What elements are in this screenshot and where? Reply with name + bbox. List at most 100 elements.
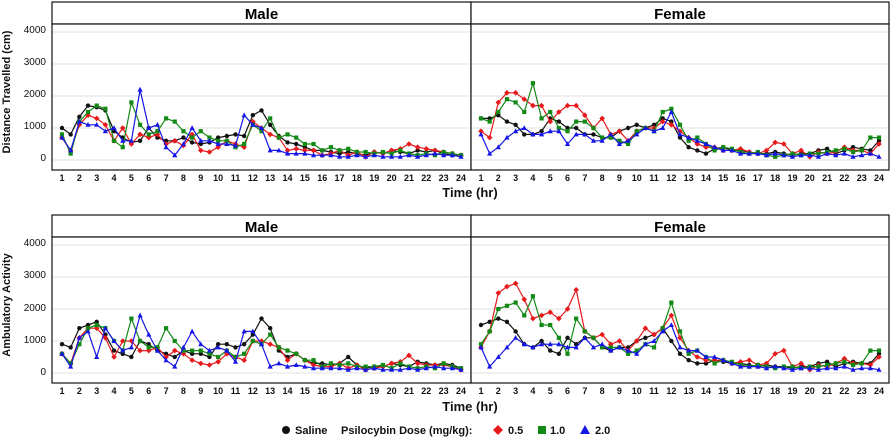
data-point [651,128,657,134]
legend-square-marker [538,426,546,434]
data-point [380,367,386,372]
data-point [216,138,221,143]
data-point [772,139,778,146]
data-point [320,361,325,366]
data-point [746,363,752,369]
data-point [721,145,726,150]
data-point [388,147,395,154]
data-point [181,348,186,353]
x-tick-label: 20 [387,386,397,396]
data-point [111,125,117,130]
data-point [660,116,665,121]
data-point [146,331,152,337]
x-tick-label: 19 [787,173,797,183]
data-point [137,86,143,92]
data-point [163,354,169,360]
data-point [659,118,666,125]
data-point [293,141,299,147]
data-point [284,363,291,369]
data-point [414,144,421,150]
legend-saline-marker [282,426,290,434]
data-point [276,147,282,153]
data-point [215,359,221,365]
data-point [363,149,368,155]
data-point [867,150,873,156]
data-point [111,354,117,360]
data-point [241,328,247,334]
data-point [504,303,510,308]
data-point [215,141,221,146]
x-tick-label: 16 [317,386,327,396]
x-axis-title-row2: Time (hr) [442,399,497,414]
data-point [189,131,195,138]
data-point [677,335,683,341]
data-point [634,122,639,128]
data-point [206,149,213,155]
data-point [415,154,421,159]
data-point [206,347,213,353]
legend-item-label: 0.5 [508,425,523,437]
data-point [146,345,151,350]
data-point [686,358,691,363]
data-point [625,125,631,131]
x-tick-label: 23 [857,386,867,396]
data-point [302,150,308,156]
x-tick-label: 22 [421,386,431,396]
data-point [189,357,195,363]
x-tick-label: 6 [565,173,570,183]
x-tick-label: 22 [839,173,849,183]
data-point [642,125,648,130]
data-point [789,367,796,372]
data-point [93,115,100,122]
x-tick-label: 15 [300,173,310,183]
data-point [137,138,143,143]
data-point [850,362,856,368]
data-point [337,362,342,368]
data-point [590,138,597,143]
data-point [625,141,631,147]
x-tick-label: 6 [146,386,151,396]
data-point [294,351,299,356]
data-point [320,148,325,153]
data-point [354,152,360,158]
data-point [859,152,865,158]
data-point [513,122,518,128]
y-tick-label: 1000 [24,335,47,346]
data-point [181,129,186,134]
data-point [267,363,273,369]
data-point [224,133,230,139]
data-point [102,335,109,341]
data-point [695,135,700,140]
data-point [686,347,692,353]
data-point [513,300,518,305]
data-point [432,147,438,154]
data-point [259,108,264,113]
data-point [763,147,770,154]
data-point [538,312,545,319]
x-tick-label: 6 [146,173,151,183]
x-tick-label: 11 [649,173,659,183]
data-point [389,154,395,159]
data-point [137,312,143,318]
data-point [478,131,484,137]
x-tick-label: 16 [317,173,327,183]
data-point [625,347,631,353]
x-tick-label: 19 [369,386,379,396]
data-point [154,122,161,127]
data-point [120,145,125,150]
x-tick-label: 21 [404,386,414,396]
data-point [547,309,554,315]
data-point [651,345,657,350]
data-point [155,129,160,134]
data-point [669,300,674,305]
x-tick-label: 4 [112,173,117,183]
x-tick-label: 4 [530,173,535,183]
data-point [85,328,91,334]
data-point [548,348,553,353]
data-point [729,360,735,366]
data-point [565,129,570,134]
x-tick-label: 22 [421,173,431,183]
x-tick-label: 20 [805,386,815,396]
data-point [180,141,187,146]
data-point [189,125,195,130]
